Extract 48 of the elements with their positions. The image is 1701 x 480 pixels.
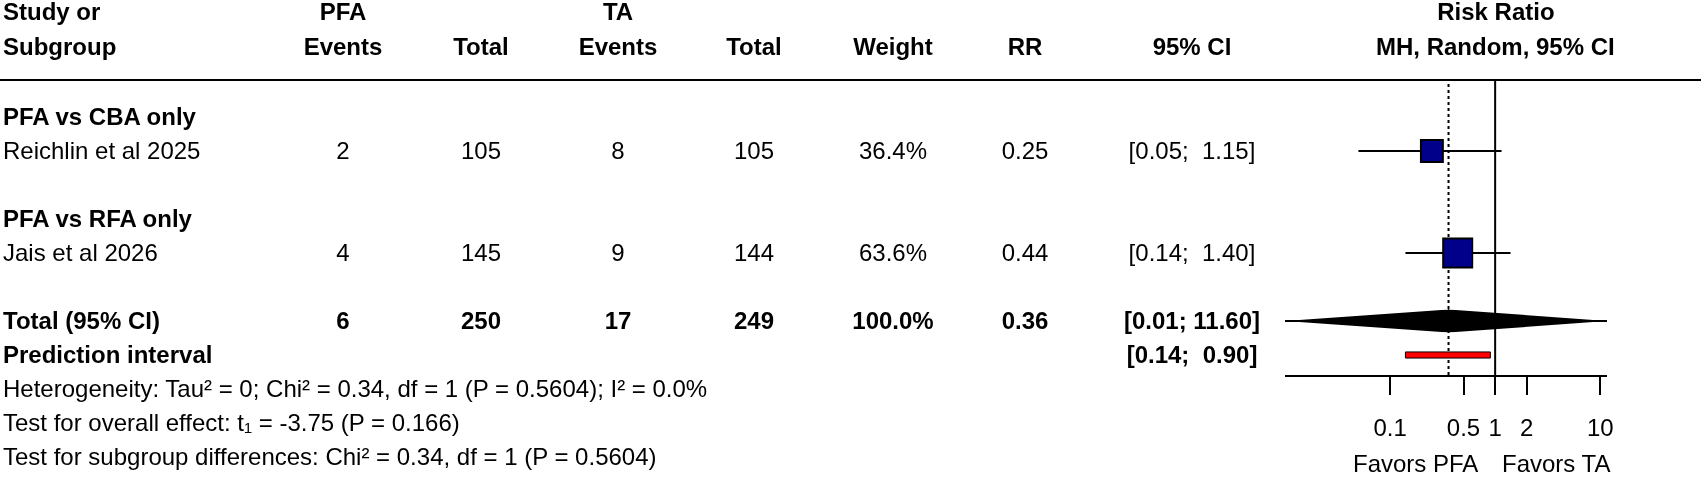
text: 0.44 (1001, 239, 1049, 266)
category-label: Jais et al 2026 (3, 239, 158, 266)
x-tick-label: 2 (1520, 413, 1534, 441)
text: Test for overall effect: t₁ = -3.75 (P = 0.166) (3, 408, 460, 438)
category-label: Total (453, 32, 509, 62)
text: Favors PFA (1353, 450, 1479, 477)
text: 8 (611, 137, 625, 164)
category-label: Weight (853, 32, 933, 62)
text: 17 (604, 307, 632, 334)
x-tick-label: 0.1 (1373, 413, 1407, 441)
chart-title: Risk Ratio (1437, 0, 1555, 26)
text: 250 (460, 307, 502, 334)
text: 0.25 (1001, 137, 1049, 164)
text: [0.14; 0.90] (1126, 341, 1258, 368)
text: 249 (733, 307, 775, 334)
text: 105 (460, 137, 502, 164)
text: 145 (460, 239, 502, 266)
category-label: TA Events (577, 0, 659, 62)
x-tick-label: 0.5 (1446, 413, 1481, 441)
text: Study or Subgroup (3, 0, 118, 62)
text: 36.4% (858, 137, 928, 164)
category-label: PFA vs CBA only (3, 103, 196, 130)
category-label: RR (1007, 32, 1043, 62)
category-label: PFA Events (302, 0, 384, 62)
text: Favors TA (1502, 450, 1611, 477)
text: Test for subgroup differences: Chi² = 0.34, df = 1 (P = 0.5604) (3, 442, 657, 472)
text: 100.0% (852, 307, 934, 334)
x-tick-label: 10 (1586, 413, 1614, 441)
text: [0.01; 11.60] (1123, 307, 1261, 334)
category-label: Total (95% CI) (3, 307, 160, 334)
category-label: 95% CI (1152, 32, 1232, 62)
chart-subtitle: MH, Random, 95% CI (1376, 33, 1615, 60)
category-label: Reichlin et al 2025 (3, 137, 201, 164)
text: 144 (733, 239, 775, 266)
category-label: PFA vs RFA only (3, 205, 192, 232)
text: [0.05; 1.15] (1128, 137, 1256, 164)
text: 9 (611, 239, 625, 266)
text: 6 (336, 307, 350, 334)
x-tick-label: 1 (1488, 413, 1502, 441)
text: 105 (733, 137, 775, 164)
text: Heterogeneity: Tau² = 0; Chi² = 0.34, df = 1 (P = 0.5604); I² = 0.0% (3, 374, 708, 404)
category-label: Total (726, 32, 782, 62)
text: 63.6% (858, 239, 928, 266)
text: [0.14; 1.40] (1128, 239, 1256, 266)
text: 4 (336, 239, 350, 266)
category-label: Prediction interval (3, 341, 213, 368)
text: 0.36 (1001, 307, 1049, 334)
text: 2 (336, 137, 350, 164)
